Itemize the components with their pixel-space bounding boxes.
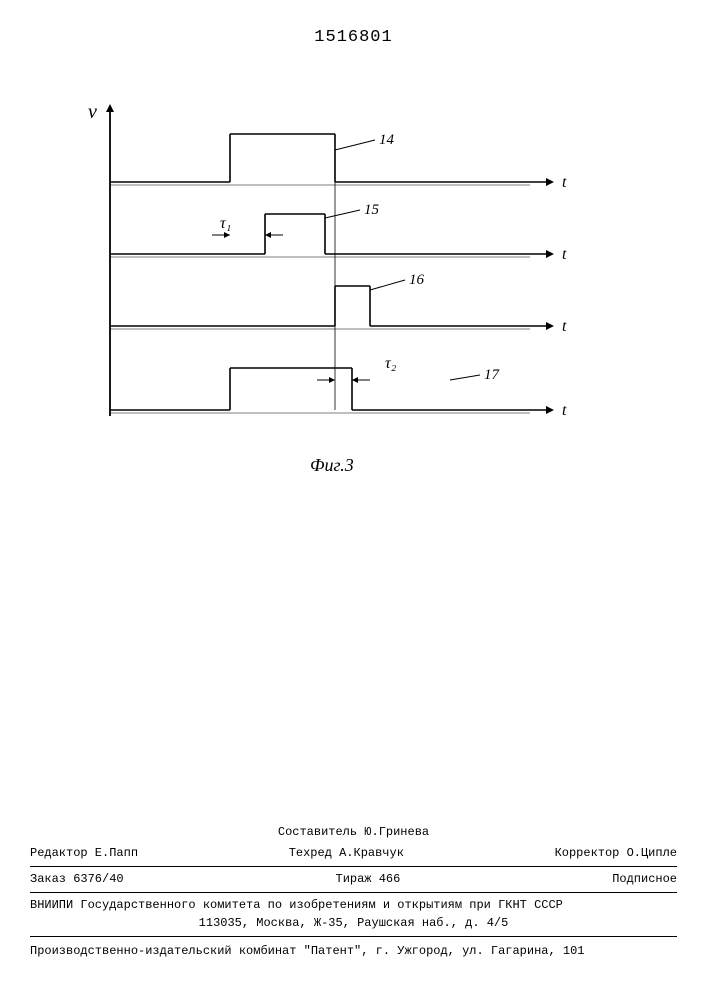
svg-text:16: 16 bbox=[409, 272, 425, 288]
divider bbox=[30, 936, 677, 937]
svg-text:14: 14 bbox=[379, 132, 395, 148]
tirage: Тираж 466 bbox=[336, 871, 401, 888]
svg-text:τ₂: τ₂ bbox=[385, 355, 397, 372]
subscription: Подписное bbox=[612, 871, 677, 888]
compiler-credit: Составитель Ю.Гринева bbox=[30, 824, 677, 841]
figure-caption: Фиг.3 bbox=[310, 455, 354, 476]
divider bbox=[30, 892, 677, 893]
svg-text:v: v bbox=[88, 101, 97, 123]
page-number: 1516801 bbox=[314, 28, 392, 47]
footer-block: Составитель Ю.Гринева Редактор Е.Папп Те… bbox=[30, 824, 677, 960]
org-line1: ВНИИПИ Государственного комитета по изоб… bbox=[30, 897, 677, 914]
editor-credit: Редактор Е.Папп bbox=[30, 845, 138, 862]
svg-text:t: t bbox=[562, 318, 567, 335]
svg-text:t: t bbox=[562, 174, 567, 191]
divider bbox=[30, 866, 677, 867]
techred-credit: Техред А.Кравчук bbox=[289, 845, 404, 862]
order-number: Заказ 6376/40 bbox=[30, 871, 124, 888]
timing-diagram: v t 14 t 15 τ₁ t 16 t 17 τ₂ bbox=[80, 100, 580, 440]
publisher-line: Производственно-издательский комбинат "П… bbox=[30, 943, 677, 960]
svg-text:t: t bbox=[562, 402, 567, 419]
corrector-credit: Корректор О.Ципле bbox=[555, 845, 677, 862]
svg-text:t: t bbox=[562, 246, 567, 263]
org-line2: 113035, Москва, Ж-35, Раушская наб., д. … bbox=[30, 915, 677, 932]
svg-text:15: 15 bbox=[364, 202, 380, 218]
svg-text:τ₁: τ₁ bbox=[220, 215, 231, 232]
svg-text:17: 17 bbox=[484, 367, 501, 383]
